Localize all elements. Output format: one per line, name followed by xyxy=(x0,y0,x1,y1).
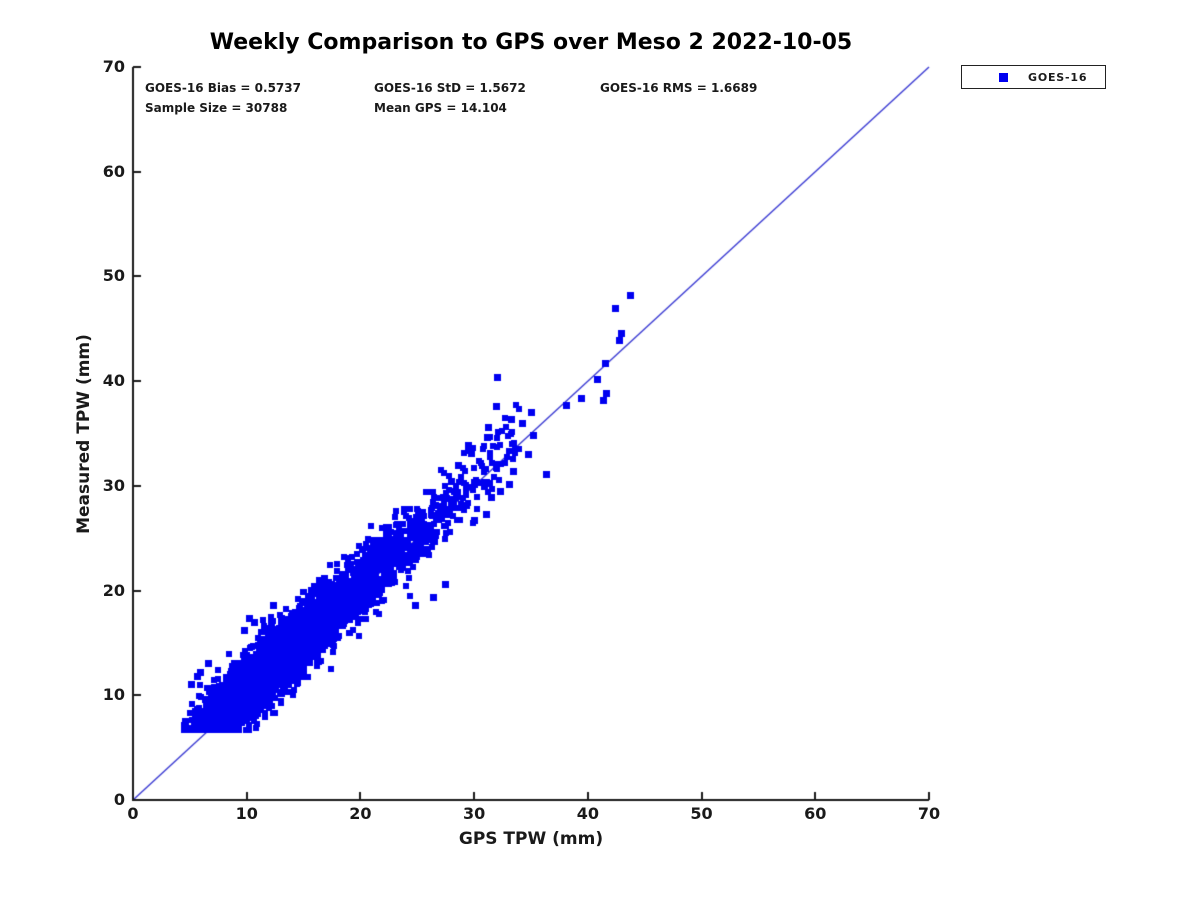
x-tick-label: 50 xyxy=(690,804,713,823)
legend-label: GOES-16 xyxy=(1028,71,1088,84)
y-tick-label: 30 xyxy=(102,475,125,495)
x-tick-label: 20 xyxy=(349,804,372,823)
stat-sample-size: Sample Size = 30788 xyxy=(145,101,288,115)
y-tick-label: 0 xyxy=(113,790,125,809)
legend-marker-square-icon xyxy=(999,73,1008,82)
y-tick-label: 40 xyxy=(102,371,125,391)
x-axis-label: GPS TPW (mm) xyxy=(458,829,604,849)
legend: GOES-16 xyxy=(961,65,1106,89)
stat-bias: GOES-16 Bias = 0.5737 xyxy=(145,81,301,95)
x-tick-label: 0 xyxy=(127,804,139,823)
x-tick-label: 60 xyxy=(804,804,827,823)
y-axis-label: Measured TPW (mm) xyxy=(74,334,94,534)
x-tick-label: 70 xyxy=(917,804,941,823)
stat-mean-gps: Mean GPS = 14.104 xyxy=(374,101,507,115)
chart-title: Weekly Comparison to GPS over Meso 2 202… xyxy=(209,30,853,55)
x-tick-label: 10 xyxy=(235,804,258,823)
stat-rms: GOES-16 RMS = 1.6689 xyxy=(600,81,758,95)
y-tick-label: 50 xyxy=(102,266,125,286)
y-tick-label: 70 xyxy=(102,57,125,76)
stat-std: GOES-16 StD = 1.5672 xyxy=(374,81,526,95)
y-tick-label: 10 xyxy=(102,685,125,705)
x-tick-label: 30 xyxy=(463,804,486,823)
y-tick-label: 20 xyxy=(102,580,125,600)
x-tick-label: 40 xyxy=(576,804,599,823)
y-tick-label: 60 xyxy=(102,161,125,181)
